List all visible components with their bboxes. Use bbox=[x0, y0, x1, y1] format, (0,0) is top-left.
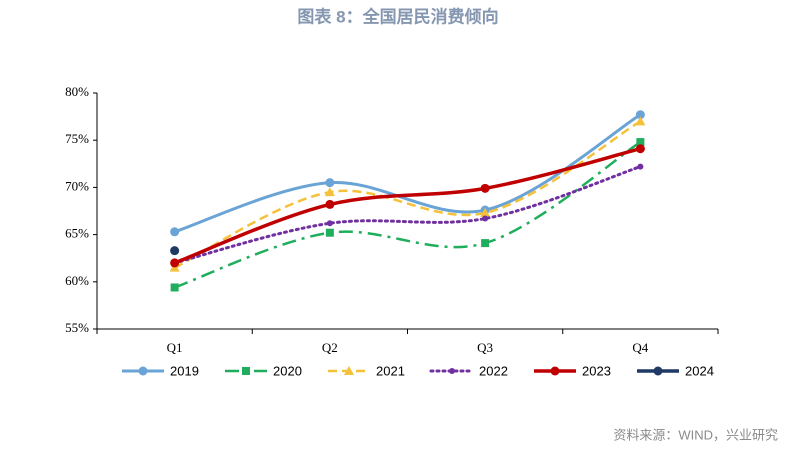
y-tick-label: 80% bbox=[65, 84, 89, 99]
series-line bbox=[174, 141, 642, 289]
x-tick-label: Q3 bbox=[477, 340, 493, 355]
data-point bbox=[325, 228, 334, 237]
data-point bbox=[481, 239, 490, 248]
y-tick-label: 75% bbox=[65, 131, 89, 146]
legend-marker bbox=[550, 366, 560, 376]
data-point bbox=[170, 246, 180, 256]
legend-marker bbox=[344, 366, 354, 375]
data-point bbox=[324, 187, 335, 197]
data-point bbox=[326, 220, 333, 227]
x-tick-label: Q4 bbox=[632, 340, 648, 355]
legend-marker bbox=[653, 366, 663, 376]
y-tick-label: 65% bbox=[65, 226, 89, 241]
source-note: 资料来源：WIND，兴业研究 bbox=[613, 427, 778, 442]
series-line bbox=[173, 165, 642, 265]
data-point bbox=[325, 178, 335, 188]
legend-label: 2019 bbox=[170, 363, 199, 378]
data-point bbox=[635, 110, 645, 120]
data-point bbox=[482, 215, 489, 222]
series-line bbox=[174, 120, 642, 269]
data-point bbox=[635, 144, 645, 154]
data-point bbox=[170, 258, 180, 268]
y-tick-label: 60% bbox=[65, 273, 89, 288]
series-line bbox=[174, 113, 642, 234]
data-point bbox=[480, 183, 490, 193]
x-tick-label: Q2 bbox=[322, 340, 338, 355]
legend-label: 2024 bbox=[685, 363, 714, 378]
y-tick-label: 55% bbox=[65, 320, 89, 335]
data-point bbox=[480, 207, 491, 217]
data-point bbox=[636, 138, 645, 147]
legend-label: 2020 bbox=[273, 363, 302, 378]
data-point bbox=[325, 199, 335, 209]
chart-title: 图表 8：全国居民消费倾向 bbox=[297, 6, 498, 26]
legend-marker bbox=[242, 367, 250, 375]
data-point bbox=[170, 283, 179, 292]
legend-marker bbox=[449, 368, 455, 374]
data-point bbox=[170, 227, 180, 237]
series-line bbox=[174, 147, 641, 265]
y-tick-label: 70% bbox=[65, 178, 89, 193]
legend-label: 2021 bbox=[376, 363, 405, 378]
x-tick-label: Q1 bbox=[167, 340, 183, 355]
data-point bbox=[637, 163, 644, 170]
legend-label: 2023 bbox=[582, 363, 611, 378]
data-point bbox=[635, 116, 646, 126]
legend-label: 2022 bbox=[479, 363, 508, 378]
legend-marker bbox=[138, 366, 148, 376]
